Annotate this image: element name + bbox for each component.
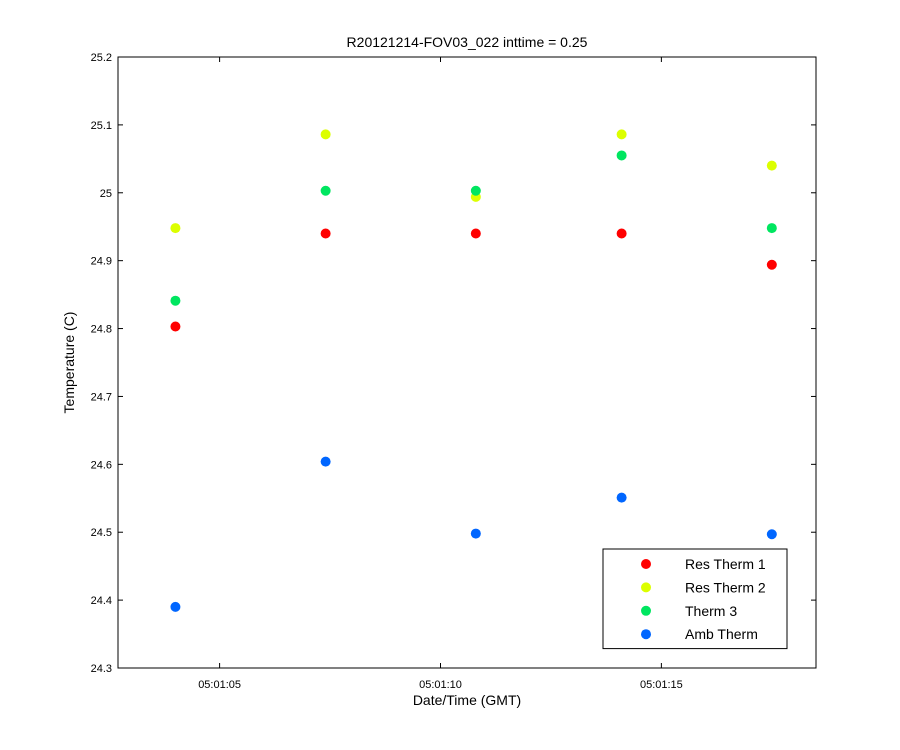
y-tick-label: 24.3: [91, 663, 112, 675]
x-tick-label: 05:01:10: [419, 679, 462, 691]
y-axis-label: Temperature (C): [61, 312, 77, 414]
legend-box: [602, 548, 788, 650]
legend-label: Res Therm 1: [685, 556, 766, 572]
data-point-res-therm-2: [170, 223, 181, 234]
y-tick-label: 25: [100, 188, 112, 200]
data-point-amb-therm: [766, 529, 777, 540]
data-point-therm-3: [320, 185, 331, 196]
data-point-res-therm-2: [320, 129, 331, 140]
legend-label: Therm 3: [685, 603, 737, 619]
data-point-res-therm-1: [766, 259, 777, 270]
data-point-res-therm-2: [766, 160, 777, 171]
legend: Res Therm 1 Res Therm 2 Therm 3 Amb Therm: [602, 548, 788, 650]
x-axis-label: Date/Time (GMT): [413, 692, 521, 708]
y-tick-label: 25.1: [91, 120, 112, 132]
data-points: [170, 129, 777, 612]
y-tick-label: 24.4: [91, 595, 112, 607]
data-point-res-therm-1: [320, 228, 331, 239]
y-tick-label: 24.5: [91, 527, 112, 539]
data-point-amb-therm: [320, 456, 331, 467]
legend-marker: [641, 559, 651, 569]
axis-ticks: 24.3 24.4 24.5 24.6 24.7 24.8 24.9 25 25.1 25.2 05…: [91, 52, 816, 691]
y-tick-label: 25.2: [91, 52, 112, 64]
data-point-res-therm-1: [470, 228, 481, 239]
chart-title: R20121214-FOV03_022 inttime = 0.25: [347, 34, 588, 50]
data-point-amb-therm: [470, 528, 481, 539]
y-tick-label: 24.8: [91, 324, 112, 336]
legend-marker: [641, 605, 651, 616]
y-tick-label: 24.9: [91, 256, 112, 268]
data-point-amb-therm: [616, 492, 627, 503]
data-point-res-therm-1: [170, 321, 181, 332]
data-point-therm-3: [170, 295, 181, 306]
legend-label: Res Therm 2: [685, 579, 766, 595]
data-point-amb-therm: [170, 601, 181, 612]
data-point-therm-3: [470, 185, 481, 196]
legend-marker: [641, 629, 651, 640]
legend-label: Amb Therm: [685, 626, 758, 642]
data-point-res-therm-1: [616, 228, 627, 239]
y-tick-label: 24.7: [91, 391, 112, 403]
x-tick-label: 05:01:15: [640, 679, 683, 691]
y-tick-label: 24.6: [91, 459, 112, 471]
data-point-therm-3: [616, 150, 627, 161]
legend-marker: [641, 582, 651, 593]
data-point-res-therm-2: [616, 129, 627, 140]
x-tick-label: 05:01:05: [198, 679, 241, 691]
data-point-therm-3: [766, 223, 777, 234]
